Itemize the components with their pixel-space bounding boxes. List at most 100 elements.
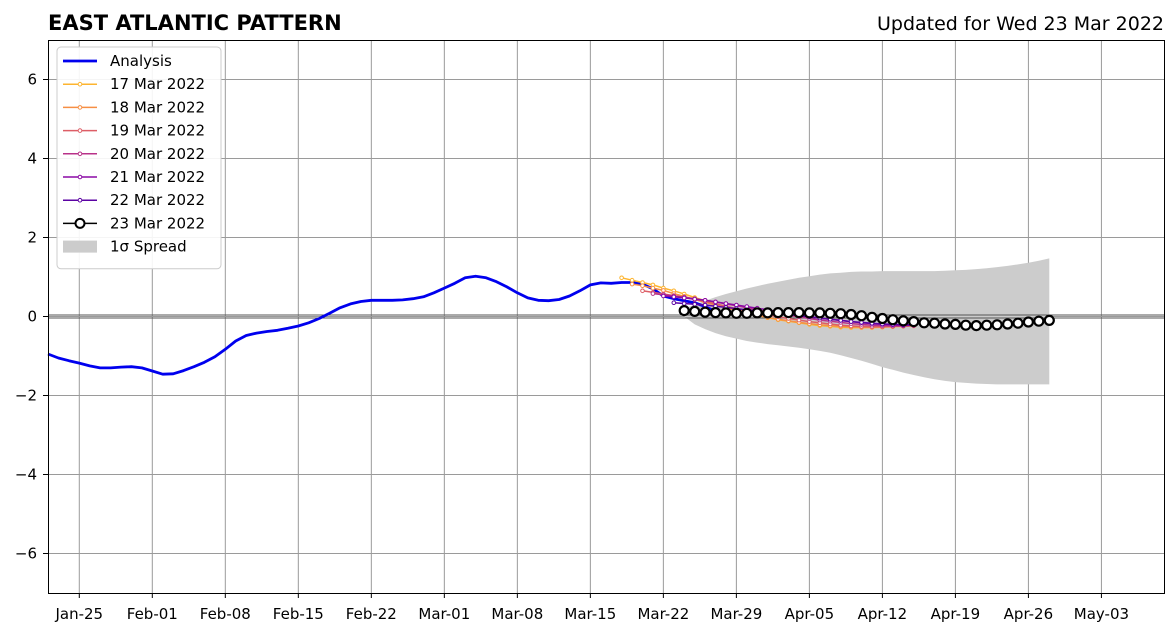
y-tick-label: −2 <box>15 387 37 405</box>
data-point <box>949 318 962 330</box>
data-point <box>908 316 920 328</box>
legend-item: Analysis <box>63 52 172 70</box>
data-point <box>619 275 624 281</box>
analysis-line <box>47 274 717 376</box>
data-point <box>661 293 666 299</box>
x-tick-label: Apr-19 <box>931 605 981 623</box>
legend-marker <box>77 174 83 180</box>
data-point <box>702 302 708 308</box>
legend-marker <box>77 151 83 157</box>
data-point <box>741 307 753 319</box>
data-point <box>692 296 698 302</box>
series-23-mar-2022 <box>678 305 1055 332</box>
legend-label: 23 Mar 2022 <box>110 214 205 232</box>
x-tick-label: Feb-01 <box>127 605 178 623</box>
data-point <box>824 307 836 319</box>
legend-item-spread: 1σ Spread <box>63 238 187 256</box>
data-point <box>866 311 878 323</box>
x-tick-label: Apr-05 <box>785 605 835 623</box>
legend-box <box>56 46 222 270</box>
legend-label: 20 Mar 2022 <box>110 145 205 163</box>
data-point <box>918 317 930 329</box>
data-point <box>1012 317 1024 329</box>
data-point <box>991 319 1003 331</box>
data-point <box>887 314 899 326</box>
x-tick-label: Jan-25 <box>54 605 103 623</box>
x-tick-label: Mar-15 <box>564 605 616 623</box>
legend-item: 23 Mar 2022 <box>63 214 205 232</box>
data-point <box>640 283 645 289</box>
spread-layer <box>684 258 1050 385</box>
data-point <box>970 320 982 332</box>
legend-label: 17 Mar 2022 <box>110 75 205 93</box>
y-tick-label: 4 <box>27 150 37 168</box>
data-point <box>960 319 972 331</box>
data-point <box>751 307 763 319</box>
data-point <box>734 302 739 308</box>
series-layer <box>47 274 1055 376</box>
legend-marker <box>74 217 86 229</box>
x-tick-label: Apr-12 <box>858 605 908 623</box>
legend-item: 17 Mar 2022 <box>63 75 205 93</box>
data-point <box>650 291 656 296</box>
x-tick-label: Mar-22 <box>637 605 689 623</box>
data-point <box>814 307 826 319</box>
data-point <box>671 300 677 306</box>
legend-label: 19 Mar 2022 <box>110 122 205 140</box>
data-point <box>939 318 951 330</box>
data-point <box>1022 316 1035 328</box>
data-point <box>928 317 941 329</box>
data-point <box>681 301 687 306</box>
data-point <box>855 310 868 322</box>
data-point <box>897 315 909 327</box>
data-point <box>1033 315 1045 327</box>
data-point <box>689 305 701 317</box>
data-point <box>720 307 732 319</box>
data-point <box>793 307 805 319</box>
data-point <box>702 298 708 303</box>
data-point <box>681 295 687 301</box>
data-point <box>661 288 666 293</box>
x-tick-label: Feb-15 <box>273 605 324 623</box>
legend-item: 22 Mar 2022 <box>63 191 205 209</box>
data-point <box>876 312 889 325</box>
data-point <box>629 281 635 287</box>
legend-marker <box>77 81 83 87</box>
legend-marker <box>77 128 83 133</box>
legend-label: 22 Mar 2022 <box>110 191 205 209</box>
y-tick-label: −6 <box>15 545 37 563</box>
x-tick-label: Mar-29 <box>710 605 762 623</box>
data-point <box>629 277 635 283</box>
data-point <box>835 308 847 320</box>
x-tick-label: Feb-08 <box>200 605 251 623</box>
legend-swatch <box>63 240 97 253</box>
data-point <box>723 301 729 306</box>
data-point <box>782 307 795 319</box>
y-tick-label: 0 <box>27 308 37 326</box>
legend-item: 21 Mar 2022 <box>63 168 205 186</box>
legend-item: 18 Mar 2022 <box>63 98 205 116</box>
data-point <box>713 299 718 305</box>
legend-label: Analysis <box>110 52 172 70</box>
y-tick-label: 2 <box>27 229 37 247</box>
data-point <box>640 288 645 294</box>
legend-label: 18 Mar 2022 <box>110 98 205 116</box>
legend-item: 20 Mar 2022 <box>63 145 205 163</box>
data-point <box>671 294 677 300</box>
data-point <box>772 307 784 319</box>
data-point <box>699 306 711 318</box>
plot-frame <box>48 40 1165 594</box>
data-point <box>845 308 857 321</box>
y-tick-label: −4 <box>15 466 37 484</box>
legend-marker <box>77 197 83 203</box>
x-tick-label: Mar-08 <box>491 605 543 623</box>
legend-label: 1σ Spread <box>110 238 187 256</box>
legend-item: 19 Mar 2022 <box>63 122 205 140</box>
x-tick-label: Feb-22 <box>346 605 397 623</box>
x-tick-label: May-03 <box>1074 605 1129 623</box>
legend-marker <box>77 105 83 110</box>
data-point <box>730 307 743 319</box>
data-point <box>692 302 698 307</box>
chart-subtitle: Updated for Wed 23 Mar 2022 <box>877 13 1164 35</box>
